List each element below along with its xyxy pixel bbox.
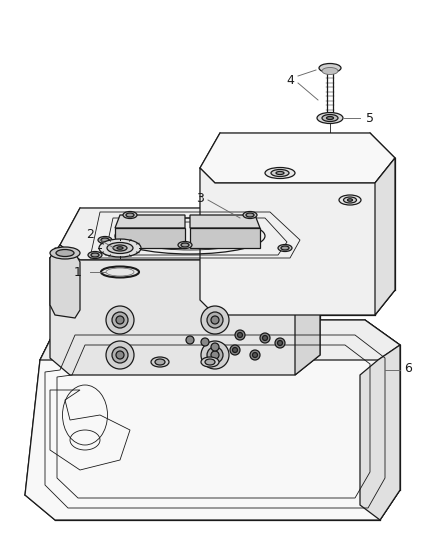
Polygon shape: [115, 228, 185, 248]
Circle shape: [106, 341, 134, 369]
Circle shape: [211, 351, 219, 359]
Circle shape: [112, 312, 128, 328]
Ellipse shape: [326, 117, 333, 119]
Circle shape: [235, 330, 245, 340]
Circle shape: [201, 306, 229, 334]
Circle shape: [233, 348, 237, 352]
Ellipse shape: [317, 112, 343, 124]
Ellipse shape: [91, 253, 99, 257]
Ellipse shape: [50, 247, 80, 259]
Ellipse shape: [123, 212, 137, 219]
Circle shape: [262, 335, 268, 341]
Circle shape: [116, 351, 124, 359]
Circle shape: [112, 347, 128, 363]
Ellipse shape: [117, 247, 123, 249]
Ellipse shape: [56, 249, 74, 256]
Ellipse shape: [113, 245, 127, 251]
Ellipse shape: [281, 246, 289, 250]
Ellipse shape: [201, 357, 219, 367]
Polygon shape: [25, 320, 400, 520]
Polygon shape: [295, 240, 320, 375]
Circle shape: [230, 345, 240, 355]
Polygon shape: [375, 158, 395, 315]
Ellipse shape: [126, 213, 134, 217]
Polygon shape: [190, 215, 260, 228]
Polygon shape: [200, 133, 395, 183]
Ellipse shape: [276, 172, 284, 174]
Circle shape: [116, 316, 124, 324]
Circle shape: [275, 338, 285, 348]
Ellipse shape: [319, 63, 341, 72]
Ellipse shape: [343, 197, 357, 203]
Circle shape: [237, 333, 243, 337]
Ellipse shape: [322, 68, 338, 75]
Text: 2: 2: [86, 229, 94, 241]
Ellipse shape: [101, 238, 109, 242]
Circle shape: [211, 343, 219, 351]
Ellipse shape: [271, 169, 289, 176]
Polygon shape: [40, 320, 400, 360]
Polygon shape: [50, 248, 80, 318]
Polygon shape: [60, 208, 320, 260]
Text: 5: 5: [366, 111, 374, 125]
Ellipse shape: [246, 213, 254, 217]
Text: 6: 6: [404, 361, 412, 375]
Circle shape: [207, 312, 223, 328]
Ellipse shape: [99, 239, 141, 257]
Ellipse shape: [243, 212, 257, 219]
Circle shape: [201, 338, 209, 346]
Circle shape: [260, 333, 270, 343]
Ellipse shape: [205, 359, 215, 365]
Ellipse shape: [98, 237, 112, 244]
Text: 1: 1: [74, 265, 82, 279]
Circle shape: [201, 341, 229, 369]
Polygon shape: [115, 215, 185, 228]
Ellipse shape: [151, 357, 169, 367]
Ellipse shape: [339, 195, 361, 205]
Ellipse shape: [347, 199, 353, 201]
Circle shape: [250, 350, 260, 360]
Ellipse shape: [88, 252, 102, 259]
Text: 3: 3: [196, 191, 204, 205]
Circle shape: [207, 347, 223, 363]
Circle shape: [252, 352, 258, 358]
Text: 4: 4: [286, 74, 294, 86]
Polygon shape: [200, 158, 395, 315]
Circle shape: [106, 306, 134, 334]
Polygon shape: [50, 240, 320, 375]
Polygon shape: [190, 228, 260, 248]
Ellipse shape: [322, 115, 338, 122]
Ellipse shape: [107, 243, 133, 254]
Ellipse shape: [178, 241, 192, 248]
Ellipse shape: [265, 167, 295, 179]
Ellipse shape: [155, 359, 165, 365]
Circle shape: [186, 336, 194, 344]
Circle shape: [211, 316, 219, 324]
Polygon shape: [360, 345, 400, 520]
Ellipse shape: [278, 245, 292, 252]
Circle shape: [278, 341, 283, 345]
Ellipse shape: [181, 243, 189, 247]
